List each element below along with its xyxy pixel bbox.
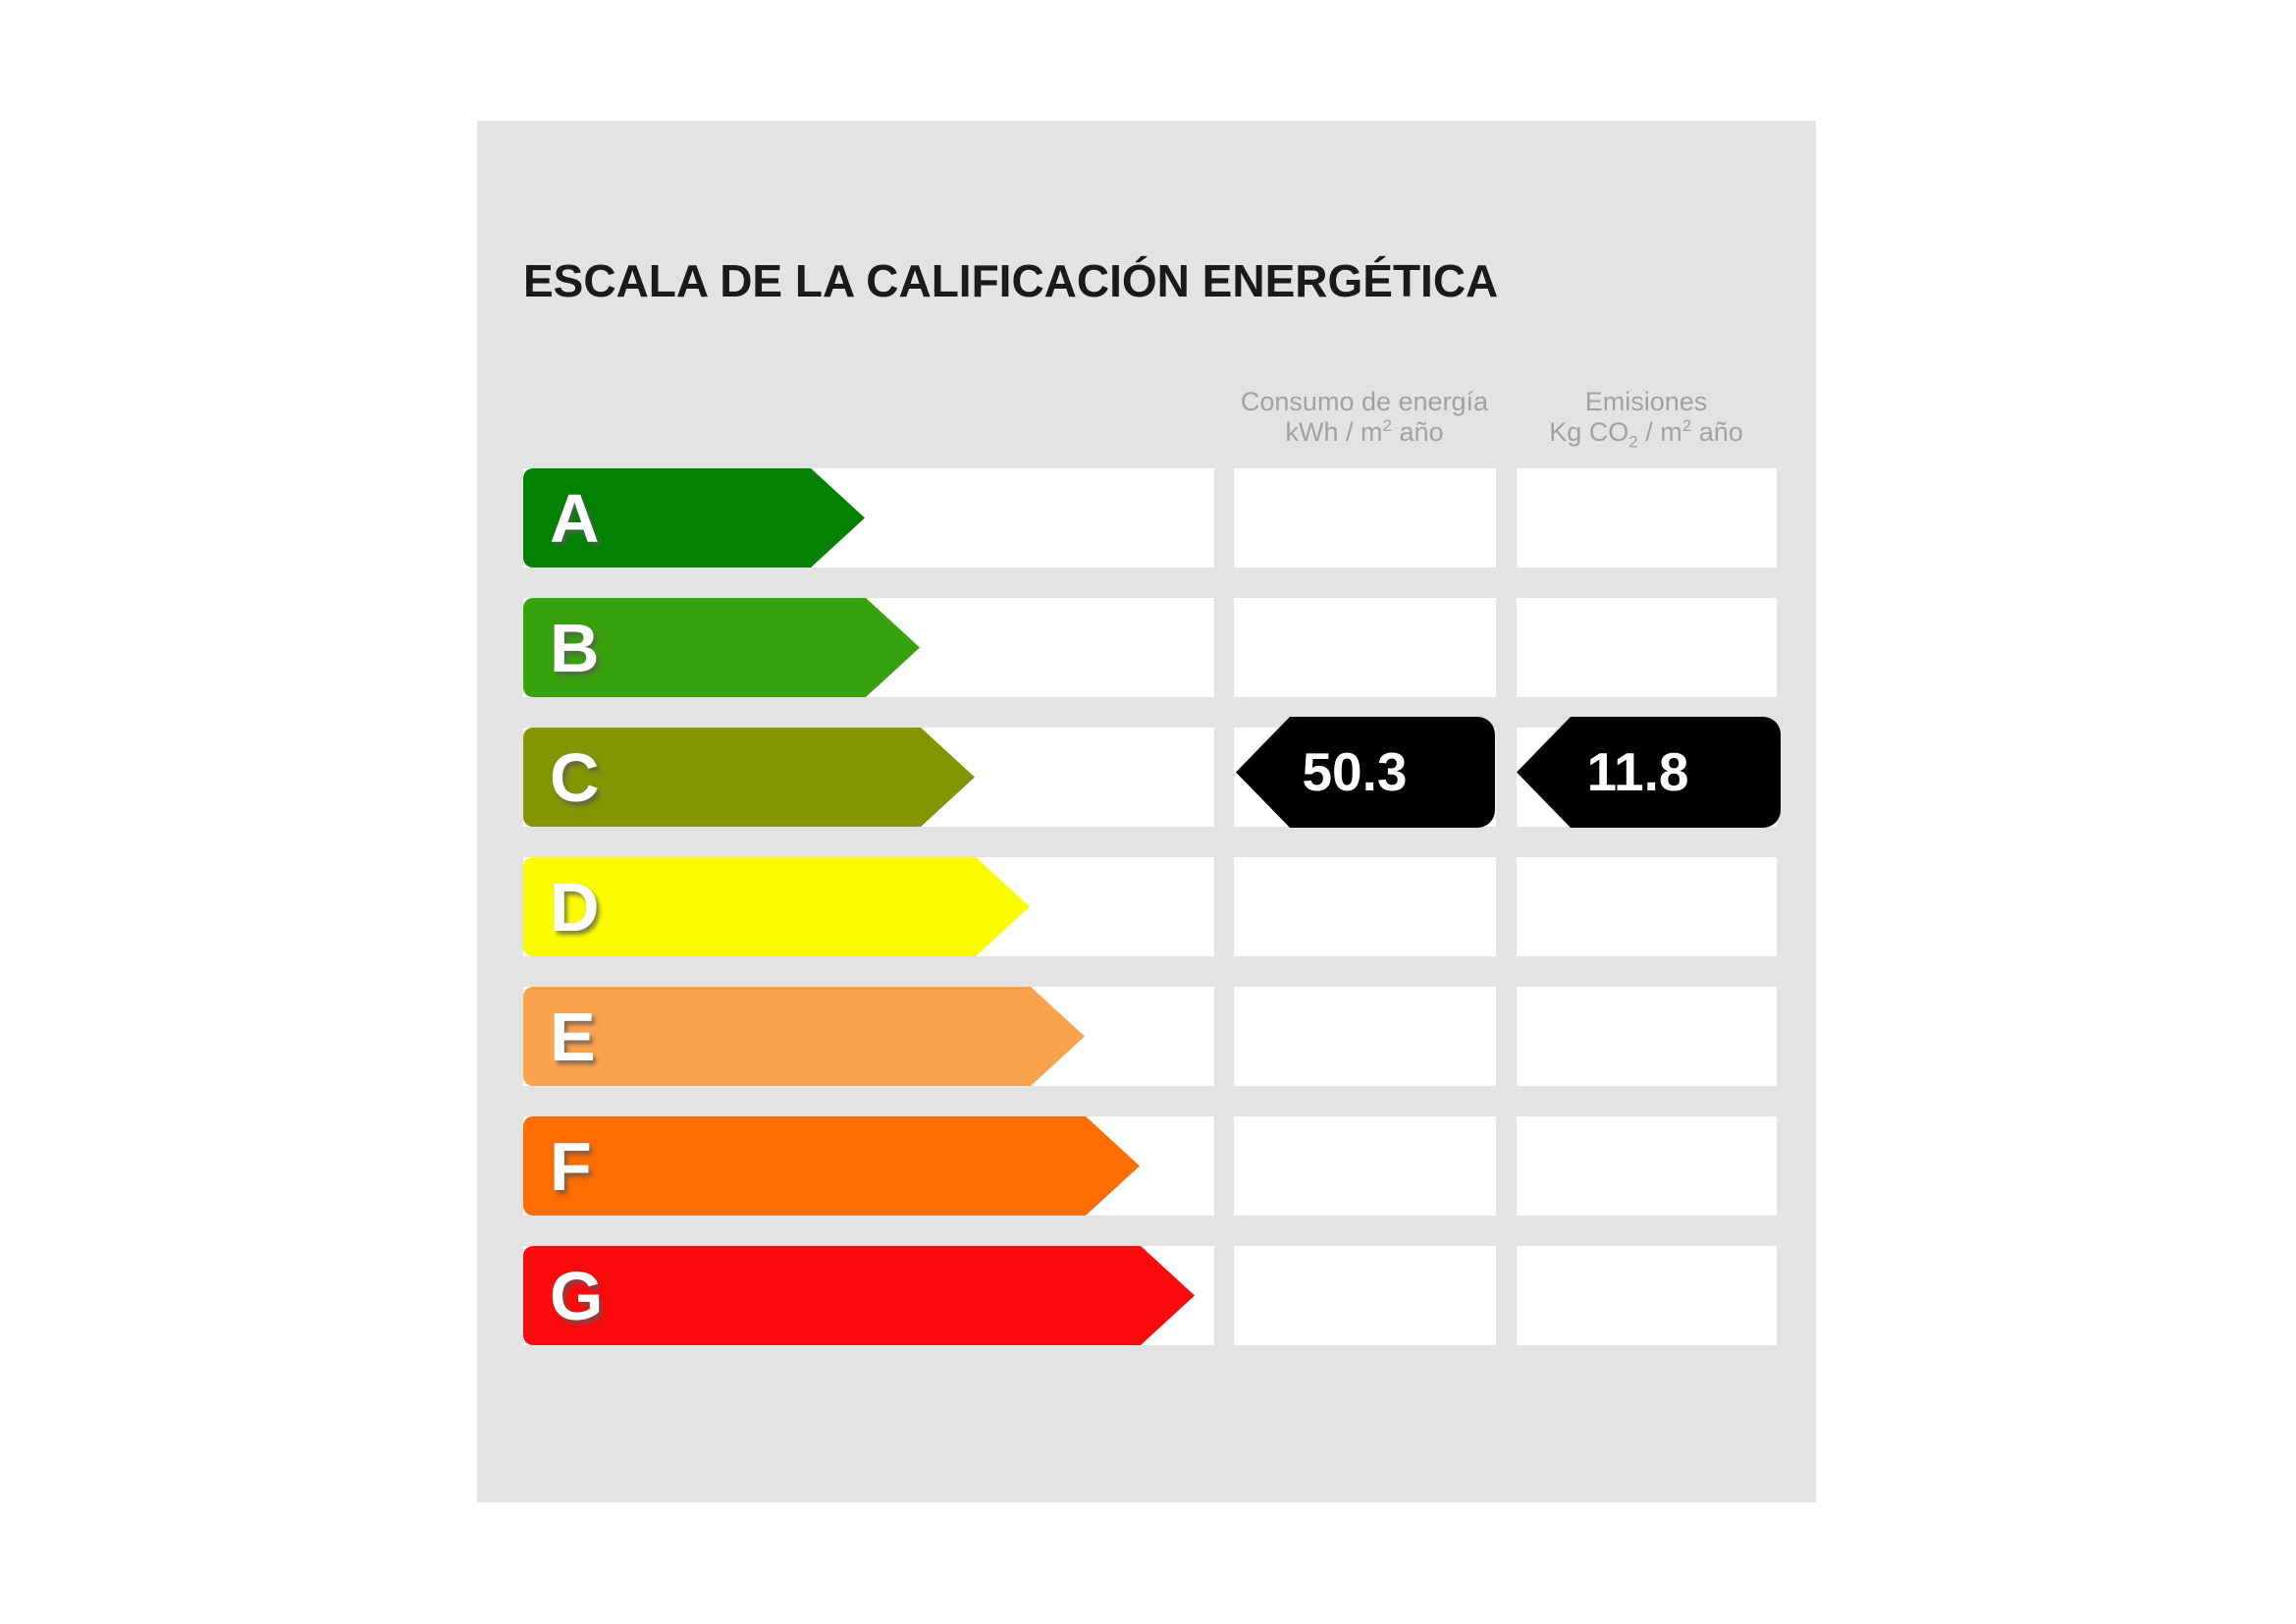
grade-letter-G: G (550, 1257, 604, 1334)
consumption-cell-A (1234, 468, 1496, 568)
consumption-value-arrow: 50.3 (1236, 717, 1495, 828)
emissions-unit-mid: / m (1637, 417, 1682, 447)
emissions-unit-superscript: 2 (1682, 416, 1692, 435)
emissions-unit-prefix: Kg CO (1549, 417, 1629, 447)
grade-arrow-B: B (523, 598, 920, 697)
grade-arrow-G: G (523, 1246, 1195, 1345)
emissions-cell-G (1517, 1246, 1777, 1345)
consumption-cell-F (1234, 1116, 1496, 1216)
grade-letter-F: F (550, 1127, 592, 1205)
emissions-value-arrow: 11.8 (1517, 717, 1781, 828)
consumption-cell-B (1234, 598, 1496, 697)
consumption-cell-G (1234, 1246, 1496, 1345)
consumption-cell-D (1234, 857, 1496, 956)
rating-row-E: E (477, 987, 1816, 1086)
consumption-cell-E (1234, 987, 1496, 1086)
consumption-column-header: Consumo de energía kWh / m2 año (1198, 387, 1531, 448)
emissions-header-line2: Kg CO2 / m2 año (1479, 416, 1813, 452)
emissions-unit-suffix: año (1691, 417, 1743, 447)
emissions-cell-F (1517, 1116, 1777, 1216)
emissions-cell-B (1517, 598, 1777, 697)
grade-letter-D: D (550, 868, 600, 946)
emissions-header-line1: Emisiones (1584, 387, 1708, 416)
emissions-column-header: Emisiones Kg CO2 / m2 año (1479, 387, 1813, 452)
emissions-cell-A (1517, 468, 1777, 568)
rating-row-C: C 50.3 11.8 (477, 717, 1816, 828)
consumption-unit-superscript: 2 (1382, 416, 1392, 435)
consumption-header-line2: kWh / m2 año (1198, 417, 1531, 448)
rating-row-G: G (477, 1246, 1816, 1345)
grade-arrow-D: D (523, 857, 1030, 956)
consumption-header-line1: Consumo de energía (1240, 387, 1489, 416)
grade-letter-A: A (550, 479, 600, 557)
emissions-unit-subscript: 2 (1629, 432, 1638, 452)
consumption-unit-suffix: año (1391, 417, 1444, 447)
energy-scale-panel: ESCALA DE LA CALIFICACIÓN ENERGÉTICA Con… (477, 121, 1816, 1502)
emissions-value: 11.8 (1586, 741, 1689, 802)
consumption-value: 50.3 (1302, 741, 1408, 802)
grade-letter-E: E (550, 998, 596, 1075)
page-title: ESCALA DE LA CALIFICACIÓN ENERGÉTICA (523, 255, 1499, 306)
grade-letter-C: C (550, 738, 600, 816)
grade-arrow-A: A (523, 468, 865, 568)
consumption-unit-prefix: kWh / m (1285, 417, 1383, 447)
grade-arrow-C: C (523, 728, 975, 827)
rating-row-D: D (477, 857, 1816, 956)
grade-letter-B: B (550, 609, 600, 686)
rating-row-A: A (477, 468, 1816, 568)
rating-row-F: F (477, 1116, 1816, 1216)
rating-row-B: B (477, 598, 1816, 697)
emissions-cell-E (1517, 987, 1777, 1086)
grade-arrow-E: E (523, 987, 1085, 1086)
grade-arrow-F: F (523, 1116, 1140, 1216)
emissions-cell-D (1517, 857, 1777, 956)
